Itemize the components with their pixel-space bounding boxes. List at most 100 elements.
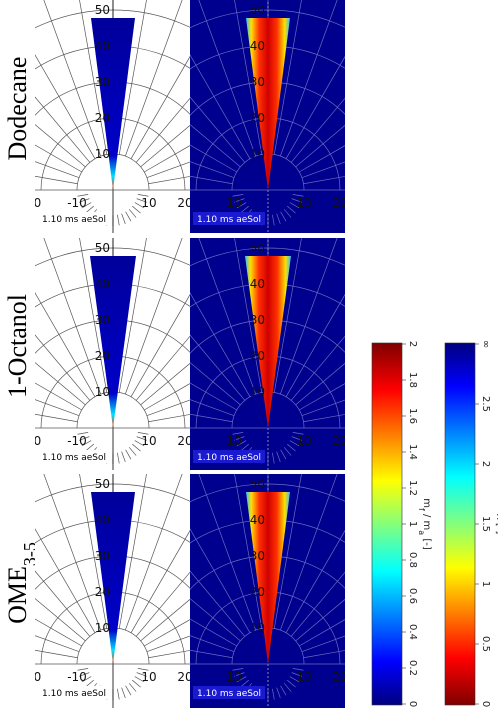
grid-ray [35,292,96,397]
grid-ray [130,529,190,633]
grid-ray [234,0,263,155]
inner-tick [77,432,89,435]
inner-tick [289,676,300,683]
y-tick-label: 50 [95,241,110,255]
inner-tick [117,452,120,464]
grid-ray [35,362,86,406]
inner-tick [85,443,94,452]
colorbar [444,342,476,706]
grid-ray [79,238,108,393]
grid-ray [190,54,251,159]
inner-tick [128,447,137,456]
y-tick-label: 30 [95,75,110,89]
inner-tick [134,202,145,209]
grid-ray [35,528,96,633]
grid-ray [35,96,91,163]
inner-tick [85,205,94,214]
y-tick-label: 30 [95,549,110,563]
y-tick-label: 20 [250,585,265,599]
inner-tick [234,436,245,441]
colorbar-tick-label: ∞ [480,340,491,348]
grid-ray [190,598,241,642]
inner-tick [136,672,147,677]
colorbar-tick-label: 0.2 [407,660,418,676]
grid-ray [35,598,86,642]
grid-ray [124,0,183,157]
colorbar-tick-label: 1 [407,521,418,527]
grid-ray [140,362,190,406]
inner-tick [287,679,296,688]
inner-tick [276,451,281,462]
inner-tick [289,202,300,209]
timestamp-box [38,450,110,463]
y-tick-label: 30 [250,75,265,89]
x-tick-label: 20 [332,434,347,448]
inner-tick [134,676,145,683]
grid-ray [144,383,190,411]
spray [91,18,135,190]
grid-ray [198,0,257,157]
grid-ray [290,571,345,637]
grid-ray [35,124,86,168]
inner-tick [283,683,292,692]
grid-ray [118,238,147,393]
colorbar-tick-label: 1.6 [407,408,418,424]
y-tick-label: 10 [95,621,110,635]
grid-ray [273,0,302,155]
inner-tick [280,449,287,460]
colorbar-tick-label: 1.2 [407,480,418,496]
x-tick-label: 0 [34,434,42,448]
colorbar-label-part: / m [421,511,432,530]
x-tick-label: -10 [67,196,87,210]
inner-tick [292,194,304,197]
grid-ray [190,96,246,163]
inner-tick [79,672,90,677]
inner-tick [240,443,249,452]
timestamp: 1.10 ms aeSol [197,689,261,699]
inner-tick [137,194,149,197]
grid-ray [190,382,237,411]
inner-tick [292,668,304,671]
x-tick-label: 10 [296,434,311,448]
row-label: OME3-5 [3,542,40,624]
grid-ray [198,238,257,395]
y-tick-label: 10 [250,385,265,399]
y-tick-label: 20 [95,111,110,125]
grid-ray [290,335,345,401]
grid-ray [118,0,147,155]
grid-ray [299,619,345,647]
inner-tick [125,685,132,696]
grid-ray [79,474,108,629]
colorbar-tick-label: 1 [480,581,491,587]
colorbar-tick-label: 0 [480,701,491,707]
inner-tick [283,447,292,456]
left-panel: 10 20 30 40 50 0 -10 10 20 1.10 ms aeSol [35,0,190,233]
timestamp-box [193,450,265,463]
inner-tick [128,683,137,692]
grid-ray [234,474,263,629]
y-tick-label: 20 [95,349,110,363]
timestamp: 1.10 ms aeSol [42,453,106,463]
grid-ray [198,474,257,631]
grid-ray [43,238,102,395]
inner-tick [287,205,296,214]
grid-ray [295,362,345,406]
inner-tick [234,198,245,203]
inner-tick [276,687,281,698]
grid-ray [190,362,241,406]
colorbar-label-part: a [418,530,427,535]
colorbar-label: λ [-] [494,514,498,535]
grid-ray [285,55,345,159]
colorbar-tick-label: 2 [407,341,418,347]
grid-ray [135,571,190,637]
grid-ray [190,618,237,647]
x-tick-label: 0 [34,670,42,684]
colorbar-tick-label: 2.5 [480,396,491,412]
row-label-text: OME [3,566,32,624]
grid-ray [130,55,190,159]
inner-tick [81,676,92,683]
y-tick-label: 10 [250,621,265,635]
inner-tick [132,443,141,452]
